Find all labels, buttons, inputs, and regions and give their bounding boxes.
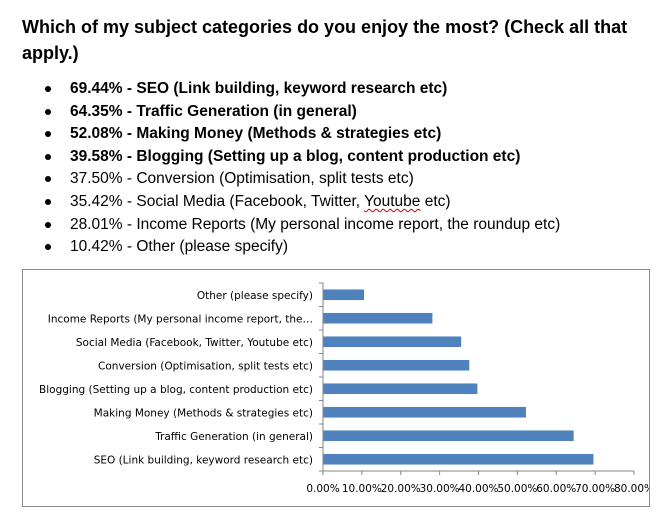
answer-percent: 37.50% (70, 170, 123, 188)
category-label: Conversion (Optimisation, split tests et… (98, 360, 313, 372)
answer-item: 39.58% - Blogging (Setting up a blog, co… (45, 146, 560, 169)
answer-item: 64.35% - Traffic Generation (in general) (45, 101, 560, 124)
answer-text: Making Money (Methods & strategies etc) (136, 125, 442, 143)
answer-item: 37.50% - Conversion (Optimisation, split… (45, 168, 560, 191)
bar (323, 289, 365, 301)
category-label: SEO (Link building, keyword research etc… (94, 454, 313, 466)
answer-text: Other (please specify) (136, 238, 288, 256)
answer-item: 69.44% - SEO (Link building, keyword res… (45, 78, 560, 101)
bar (323, 430, 574, 442)
answer-percent: 64.35% (70, 102, 123, 120)
answer-item: 52.08% - Making Money (Methods & strateg… (45, 123, 560, 146)
x-tick-label: 50.00% (497, 483, 537, 495)
x-tick-label: 20.00% (381, 483, 421, 495)
x-tick-label: 30.00% (420, 483, 460, 495)
x-tick-label: 10.00% (342, 483, 382, 495)
answer-item: 35.42% - Social Media (Facebook, Twitter… (45, 191, 560, 214)
bar (323, 406, 526, 418)
category-label: Other (please specify) (197, 290, 313, 302)
bar-chart: 0.00% 10.00%20.00%30.00%40.00%50.00%60.00… (39, 282, 649, 495)
answer-text: Income Reports (My personal income repor… (136, 215, 561, 233)
answer-text: Blogging (Setting up a blog, content pro… (136, 147, 521, 165)
answer-percent: 10.42% (70, 238, 123, 256)
answer-text: Social Media (Facebook, Twitter, Youtube… (136, 192, 451, 210)
answer-text: Conversion (Optimisation, split tests et… (136, 170, 414, 188)
answer-percent: 52.08% (70, 125, 123, 143)
x-tick-label: 70.00% (575, 483, 615, 495)
bar (323, 383, 478, 395)
category-label: Income Reports (My personal income repor… (48, 313, 313, 325)
x-tick-label: 40.00% (458, 483, 498, 495)
bar (323, 359, 470, 371)
bar (323, 312, 433, 324)
bar (323, 453, 594, 465)
category-label: Blogging (Setting up a blog, content pro… (39, 384, 313, 396)
answer-text: SEO (Link building, keyword research etc… (136, 80, 448, 97)
answer-text: Traffic Generation (in general) (136, 102, 357, 120)
answer-list: 69.44% - SEO (Link building, keyword res… (45, 78, 560, 259)
category-label: Social Media (Facebook, Twitter, Youtube… (76, 337, 313, 349)
x-tick-label: 80.00% (614, 483, 649, 495)
question-title: Which of my subject categories do you en… (22, 17, 628, 63)
x-tick-label: 0.00% (306, 483, 339, 495)
answer-item: 28.01% - Income Reports (My personal inc… (45, 214, 560, 237)
answer-item: 10.42% - Other (please specify) (45, 236, 560, 259)
answer-percent: 39.58% (70, 147, 123, 165)
bar (323, 336, 462, 348)
category-label: Making Money (Methods & strategies etc) (94, 407, 313, 419)
answer-percent: 28.01% (70, 215, 123, 233)
category-label: Traffic Generation (in general) (154, 431, 313, 443)
answer-percent: 35.42% (70, 192, 123, 210)
x-tick-label: 60.00% (536, 483, 576, 495)
chart-frame: 0.00% 10.00% 20.00% 30.00% 40.00% 50.00% 60.00… (22, 269, 650, 507)
answer-percent: 69.44% (70, 80, 123, 97)
